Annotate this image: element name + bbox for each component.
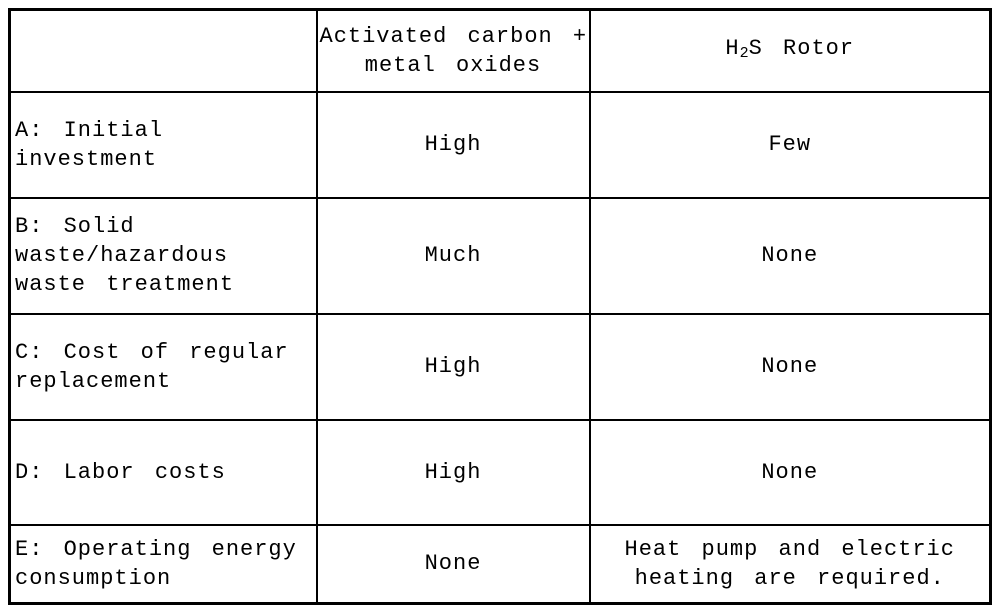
h2s-subscript: 2 bbox=[739, 44, 749, 62]
row-label-cell: E: Operating energy consumption bbox=[8, 523, 318, 605]
row-label-cell: C: Cost of regular replacement bbox=[8, 312, 318, 421]
activated-carbon-value-cell: High bbox=[315, 90, 591, 199]
table-row-solid-waste: B: Solid waste/hazardous waste treatment… bbox=[8, 196, 992, 315]
table-row-labor-costs: D: Labor costs High None bbox=[8, 418, 992, 526]
h2s-rotor-value-cell: Heat pump and electric heating are requi… bbox=[588, 523, 992, 605]
h2s-formula-prefix: H bbox=[725, 35, 740, 61]
activated-carbon-value-cell: High bbox=[315, 418, 591, 526]
h2s-rotor-value-cell: None bbox=[588, 312, 992, 421]
table-row-initial-investment: A: Initial investment High Few bbox=[8, 90, 992, 199]
header-h2s-rotor-cell: H2S Rotor bbox=[588, 8, 992, 93]
h2s-rotor-value-cell: Few bbox=[588, 90, 992, 199]
activated-carbon-value-cell: High bbox=[315, 312, 591, 421]
row-label-cell: B: Solid waste/hazardous waste treatment bbox=[8, 196, 318, 315]
h2s-rotor-value-cell: None bbox=[588, 196, 992, 315]
table-row-replacement-cost: C: Cost of regular replacement High None bbox=[8, 312, 992, 421]
activated-carbon-value-cell: Much bbox=[315, 196, 591, 315]
comparison-table: Activated carbon + metal oxides H2S Roto… bbox=[8, 8, 992, 605]
table-row-energy-consumption: E: Operating energy consumption None Hea… bbox=[8, 523, 992, 605]
header-row: Activated carbon + metal oxides H2S Roto… bbox=[8, 8, 992, 93]
h2s-formula-suffix: S Rotor bbox=[748, 35, 855, 61]
header-activated-carbon-cell: Activated carbon + metal oxides bbox=[315, 8, 591, 93]
header-empty-cell bbox=[8, 8, 318, 93]
h2s-rotor-value-cell: None bbox=[588, 418, 992, 526]
row-label-cell: D: Labor costs bbox=[8, 418, 318, 526]
row-label-cell: A: Initial investment bbox=[8, 90, 318, 199]
activated-carbon-value-cell: None bbox=[315, 523, 591, 605]
